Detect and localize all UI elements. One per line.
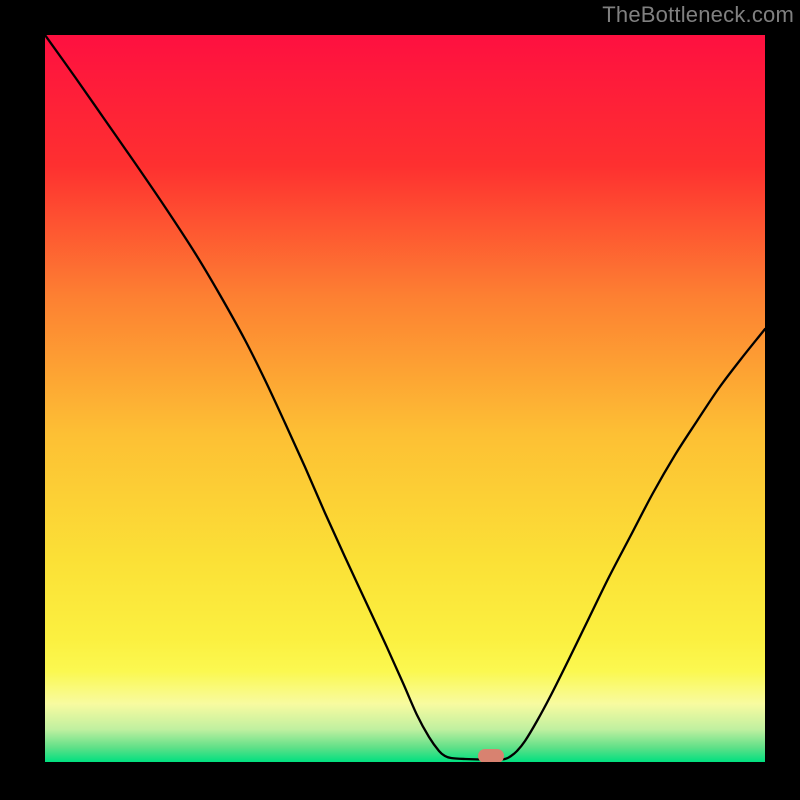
watermark-text: TheBottleneck.com <box>602 2 794 28</box>
marker-pill <box>478 749 504 762</box>
plot-area <box>45 35 765 762</box>
plot-overlay <box>45 35 765 762</box>
chart-root: { "watermark": "TheBottleneck.com", "bac… <box>0 0 800 800</box>
bottleneck-curve <box>45 35 765 760</box>
